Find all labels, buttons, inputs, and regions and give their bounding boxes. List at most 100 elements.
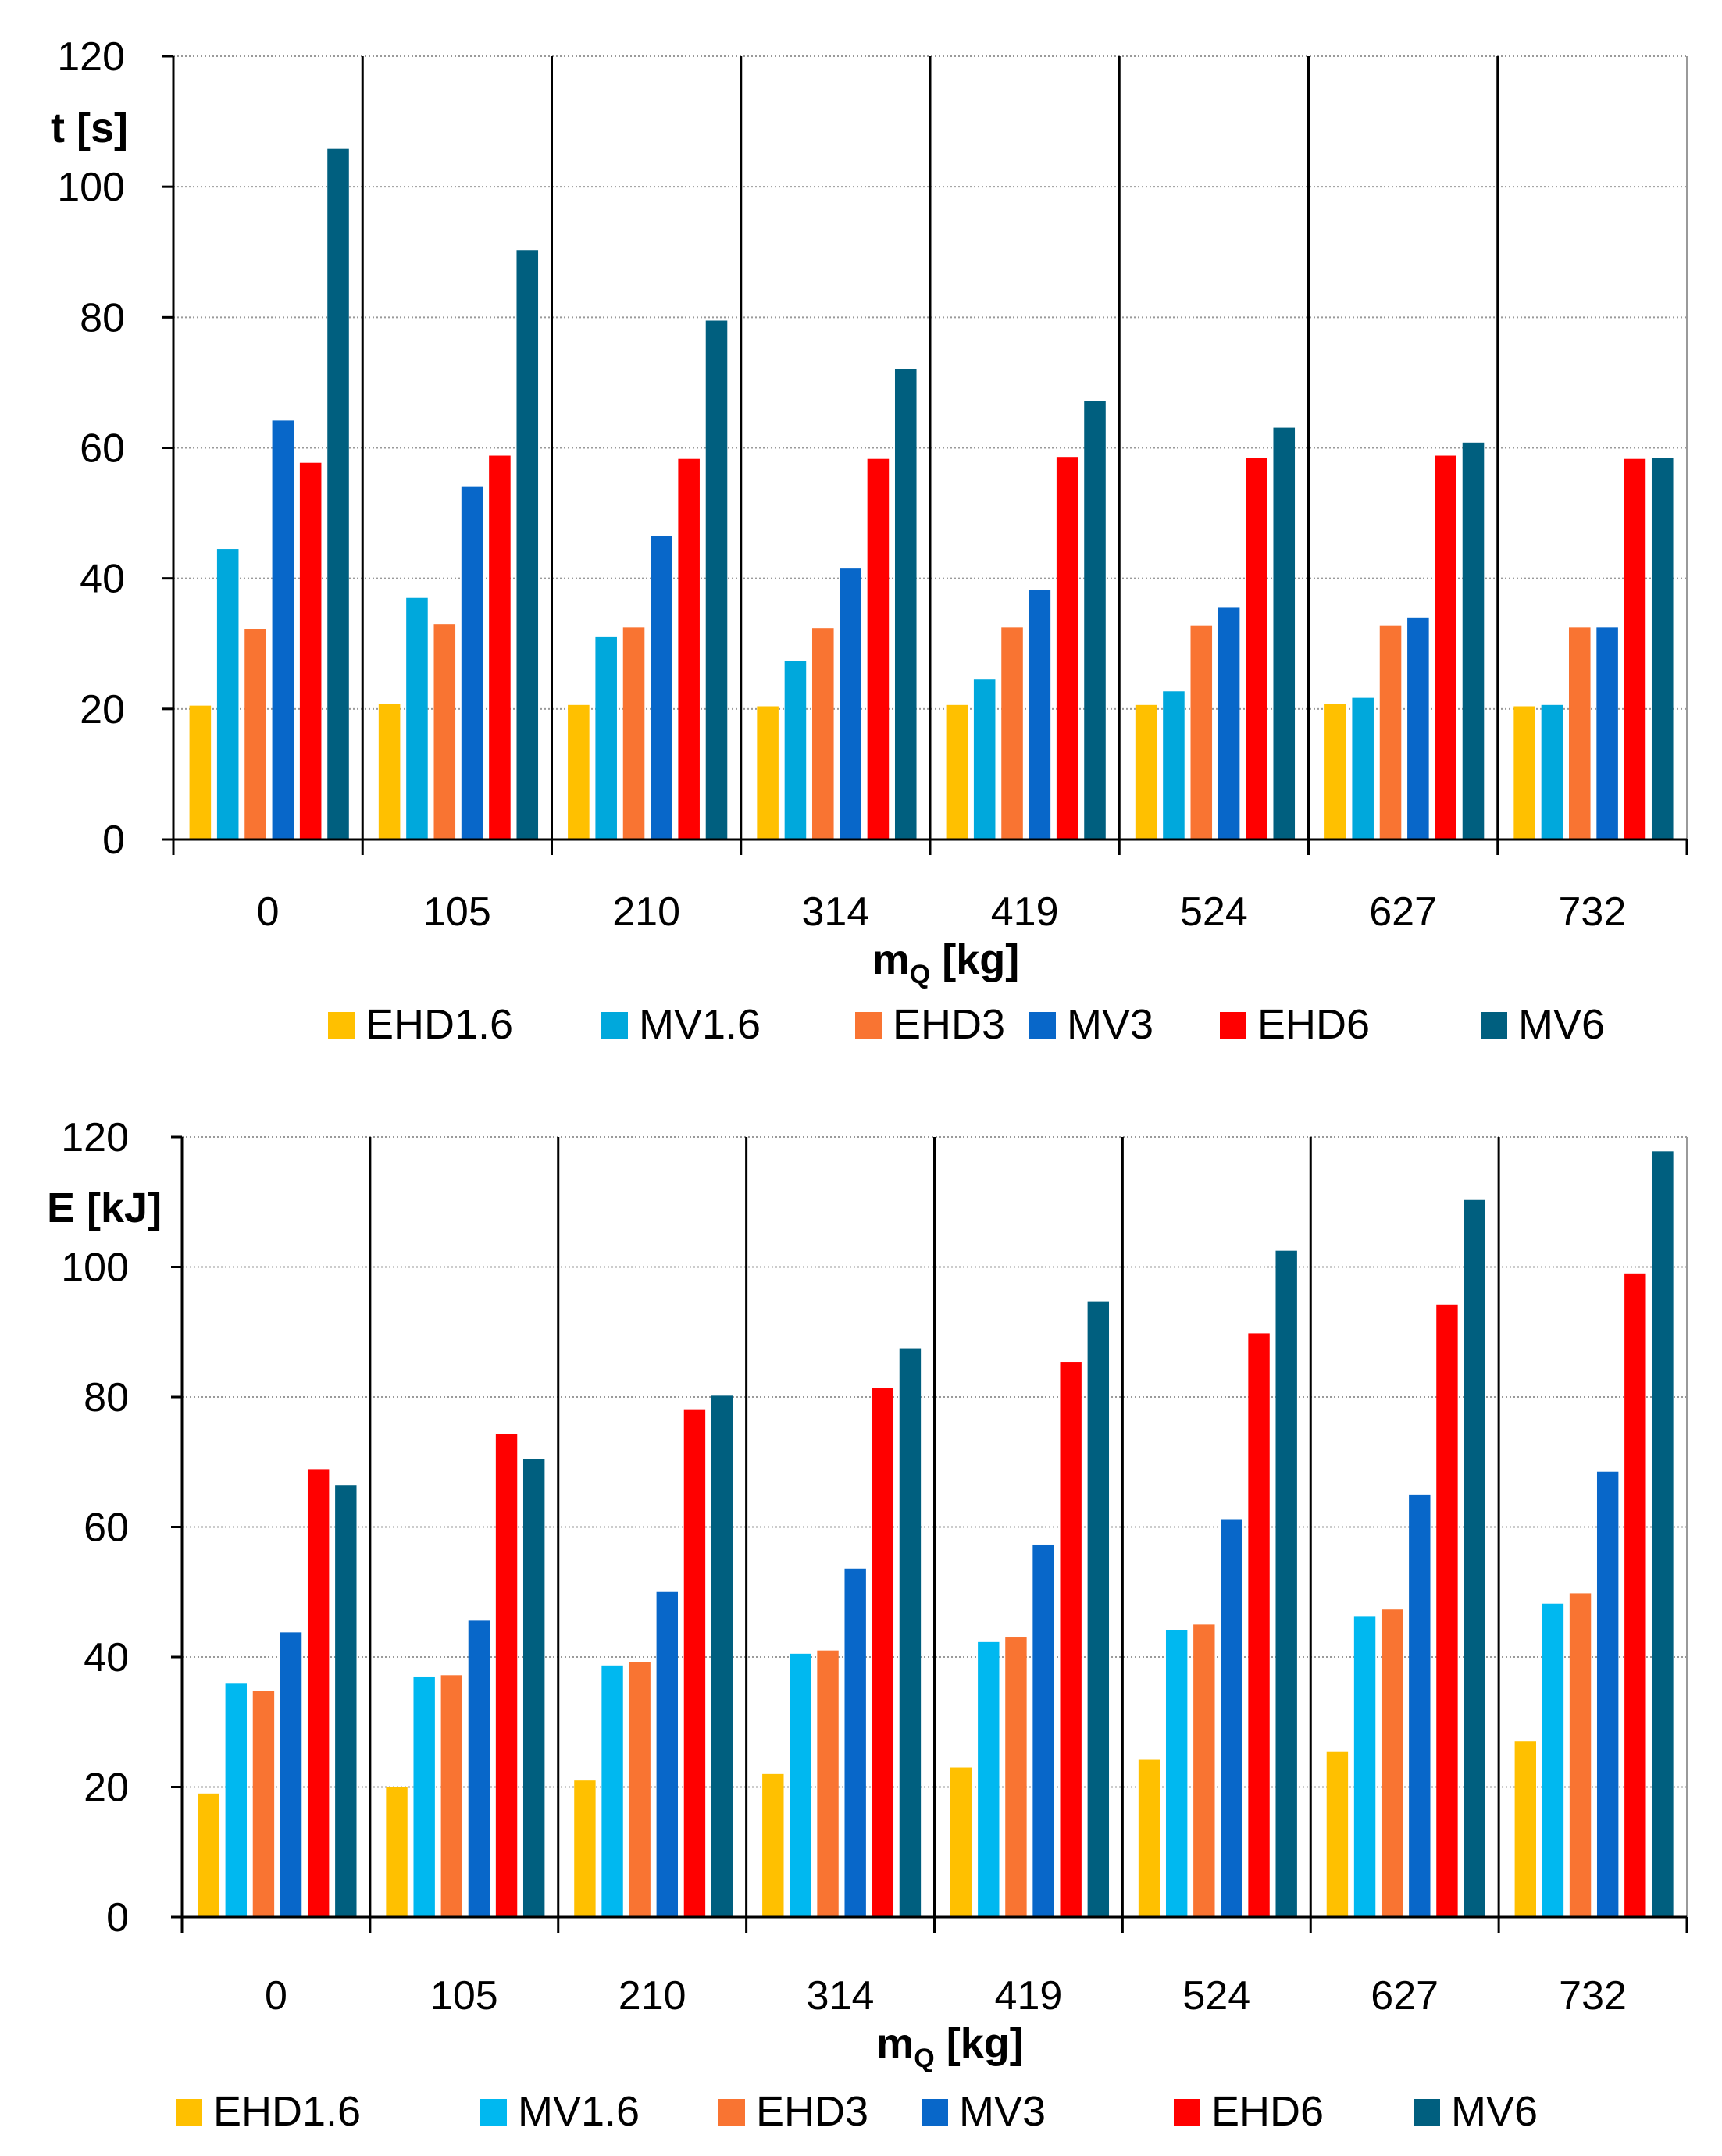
bar-MV1.6-210 [595,636,617,839]
x-tick-label: 105 [423,889,491,935]
legend-swatch-MV1.6 [480,2099,507,2126]
bar-EHD6-314 [872,1388,894,1917]
bar-MV1.6-0 [216,549,239,839]
legend-label-MV6: MV6 [1518,1001,1605,1048]
bar-MV1.6-627 [1352,697,1374,839]
bar-EHD6-210 [683,1409,706,1917]
x-tick-label: 627 [1371,1973,1439,2019]
bar-EHD1.6-627 [1324,704,1346,839]
bar-EHD6-627 [1436,1304,1458,1917]
bar-EHD6-105 [489,455,511,839]
bar-EHD1.6-732 [1513,706,1535,839]
y-tick-label: 0 [106,1895,129,1940]
y-tick-label: 80 [80,295,125,340]
bar-EHD3-524 [1190,625,1213,839]
bar-MV1.6-314 [784,661,807,839]
bar-MV3-524 [1218,607,1240,839]
legend-label-MV1.6: MV1.6 [518,2088,640,2135]
y-tick-label: 120 [61,1115,129,1160]
bar-MV3-105 [461,486,483,839]
bar-EHD1.6-419 [946,704,968,839]
bar-MV3-210 [651,536,672,839]
bar-MV6-105 [516,250,539,839]
bar-MV1.6-524 [1165,1630,1188,1917]
bar-MV3-314 [840,568,861,839]
x-tick-label: 524 [1180,889,1248,935]
bar-EHD1.6-627 [1326,1751,1349,1917]
bar-MV3-524 [1221,1519,1242,1917]
y-tick-label: 100 [61,1245,129,1291]
bar-EHD6-627 [1435,455,1456,839]
legend-swatch-EHD3 [718,2099,745,2126]
chart-panel-2: 0 20 40 60 80 100 120 0 105 210 314 419 524 627 732 E [… [47,1115,1688,2135]
y-tick-label: 60 [84,1506,129,1551]
y-tick-label: 100 [57,165,125,210]
bar-EHD6-0 [299,462,322,839]
y-tick-label: 40 [80,557,125,602]
bar-MV1.6-732 [1541,704,1563,839]
x-tick-label: 524 [1182,1973,1250,2019]
bar-MV3-627 [1407,617,1429,839]
chart-panel-1: 0 20 40 60 80 100 120 0 105 210 314 419 524 627 732 t [… [51,34,1688,1048]
legend-swatch-MV3 [1029,1012,1056,1039]
bar-EHD3-419 [1005,1637,1027,1917]
legend-swatch-MV6 [1481,1012,1507,1039]
bar-MV3-105 [468,1620,490,1917]
legend-label-EHD1.6: EHD1.6 [213,2088,361,2135]
legend-label-EHD3: EHD3 [756,2088,868,2135]
bar-MV3-419 [1032,1544,1054,1917]
bar-EHD1.6-314 [762,1773,784,1917]
legend: EHD1.6 MV1.6 EHD3 MV3 EHD6 MV6 [176,2088,1538,2135]
bar-EHD3-105 [433,624,456,839]
bar-EHD3-210 [622,627,645,839]
bar-MV1.6-0 [225,1683,248,1917]
bar-MV6-0 [335,1485,357,1917]
bar-EHD3-0 [252,1691,275,1917]
bar-EHD3-314 [811,628,834,839]
bar-MV6-210 [711,1395,733,1917]
bar-EHD6-105 [495,1434,518,1917]
legend-swatch-EHD3 [855,1012,882,1039]
bar-EHD3-732 [1568,627,1591,839]
y-tick-label: 20 [84,1766,129,1811]
bar-MV6-314 [894,369,917,840]
legend-label-MV6: MV6 [1451,2088,1538,2135]
bar-EHD3-524 [1193,1624,1215,1917]
legend-label-MV1.6: MV1.6 [639,1001,761,1048]
bar-EHD6-210 [678,458,700,839]
bar-EHD1.6-105 [386,1787,408,1917]
y-tick-label: 20 [80,687,125,732]
bar-EHD6-419 [1056,457,1078,839]
legend-label-EHD1.6: EHD1.6 [365,1001,513,1048]
legend: EHD1.6 MV1.6 EHD3 MV3 EHD6 MV6 [328,1001,1605,1048]
bar-MV6-210 [705,320,728,839]
x-tick-label: 105 [430,1973,498,2019]
bar-MV1.6-314 [790,1653,811,1917]
bar-MV6-524 [1273,427,1296,839]
bar-MV1.6-105 [413,1676,435,1917]
bar-EHD1.6-105 [378,704,401,839]
bar-EHD1.6-314 [757,706,779,839]
x-axis-label: mQ [kg] [876,2020,1023,2073]
bar-MV6-732 [1652,1151,1674,1917]
bar-EHD3-627 [1381,1609,1403,1917]
bar-EHD3-732 [1569,1593,1592,1917]
legend-label-EHD6: EHD6 [1257,1001,1370,1048]
bar-MV3-314 [844,1568,866,1917]
bar-EHD3-105 [440,1675,463,1917]
y-tick-label: 40 [84,1635,129,1680]
bar-MV6-419 [1087,1301,1110,1917]
x-tick-label: 314 [807,1973,875,2019]
bar-EHD6-419 [1060,1362,1082,1917]
bar-MV1.6-105 [406,597,428,839]
bar-EHD6-732 [1624,458,1646,839]
legend-label-EHD3: EHD3 [893,1001,1005,1048]
legend-swatch-MV3 [922,2099,948,2126]
bar-MV6-627 [1464,1199,1485,1917]
y-tick-label: 60 [80,426,125,472]
bar-MV1.6-732 [1542,1603,1564,1917]
bar-EHD1.6-0 [189,705,212,839]
bar-EHD1.6-524 [1135,704,1157,839]
bar-MV6-627 [1462,442,1485,839]
